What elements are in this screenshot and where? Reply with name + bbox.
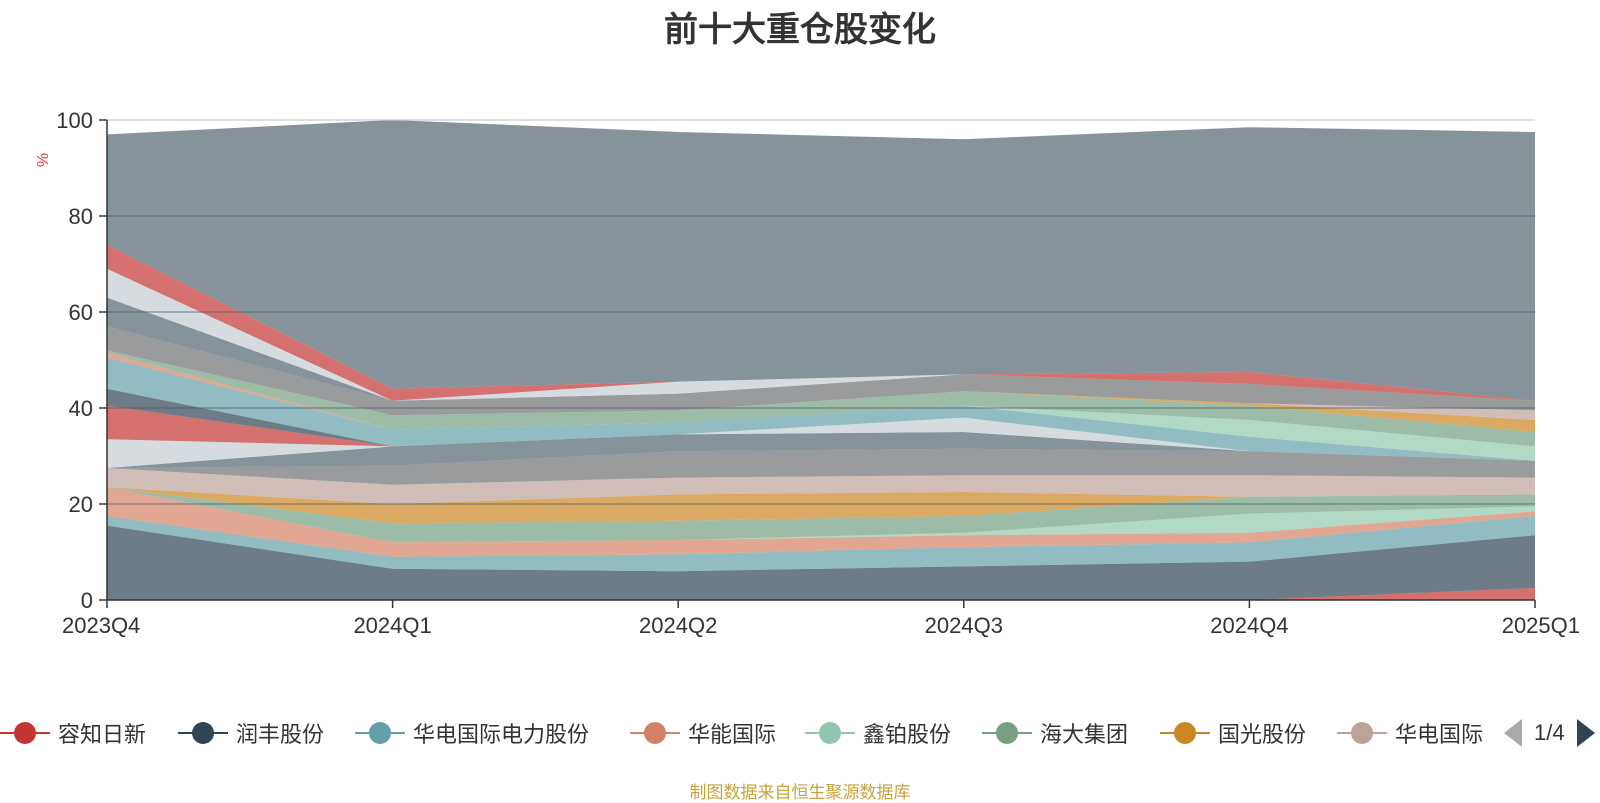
x-tick-label-5: 2025Q1 (1502, 613, 1580, 638)
area-series-1 (107, 525, 1535, 600)
legend-pager: 1/4 (1500, 715, 1600, 751)
x-tick-label-1: 2024Q1 (353, 613, 431, 638)
legend-swatch-icon (1337, 715, 1387, 751)
legend: 容知日新 润丰股份 华电国际电力股份 华能国际 鑫铂股份 海大集团 国光股份 华电国际 1/4 (0, 715, 1600, 751)
y-tick-label-80: 80 (69, 204, 93, 229)
pager-next-icon[interactable] (1576, 719, 1595, 747)
y-tick-label-40: 40 (69, 396, 93, 421)
area-series-0 (107, 588, 1535, 600)
area-series-19 (107, 326, 1535, 416)
area-series-10 (107, 417, 1535, 468)
area-series-5 (107, 487, 1535, 543)
chart-plot: 0 20 40 60 80 100 2023Q4 2024Q1 2024Q2 2024Q3 2024… (35, 108, 1580, 638)
y-tick-label-0: 0 (81, 588, 93, 613)
x-tick-label-4: 2024Q4 (1210, 613, 1288, 638)
y-tick-label-100: 100 (56, 108, 93, 133)
x-tick-label-0: 2023Q4 (62, 613, 140, 638)
pager-indicator: 1/4 (1534, 720, 1565, 745)
legend-item-0[interactable]: 容知日新 (0, 715, 146, 751)
legend-label: 华电国际电力股份 (413, 722, 590, 747)
legend-swatch-icon (982, 715, 1032, 751)
axes: 0 20 40 60 80 100 2023Q4 2024Q1 2024Q2 2024Q3 2024… (56, 108, 1580, 638)
area-series-2 (107, 516, 1535, 572)
y-axis-unit: % (35, 153, 52, 167)
area-series-6 (107, 487, 1535, 524)
legend-item-6[interactable]: 国光股份 (1160, 715, 1306, 751)
area-series-4 (107, 487, 1535, 543)
area-series-16 (107, 350, 1535, 447)
legend-items-clip: 容知日新 润丰股份 华电国际电力股份 华能国际 鑫铂股份 海大集团 国光股份 华电国际 (0, 715, 1494, 751)
legend-swatch-icon (805, 715, 855, 751)
y-tick-label-20: 20 (69, 492, 93, 517)
legend-item-7[interactable]: 华电国际 (1337, 715, 1483, 751)
legend-label: 华能国际 (688, 722, 777, 747)
y-tick-label-60: 60 (69, 300, 93, 325)
area-series-8 (107, 448, 1535, 485)
chart-title: 前十大重仓股变化 (664, 11, 936, 49)
data-source-note: 制图数据来自恒生聚源数据库 (689, 783, 911, 802)
legend-label: 容知日新 (58, 722, 147, 747)
legend-item-4[interactable]: 鑫铂股份 (805, 715, 951, 751)
legend-swatch-icon (1160, 715, 1210, 751)
legend-item-5[interactable]: 海大集团 (982, 715, 1128, 751)
area-layers (107, 120, 1535, 600)
pager-prev-icon[interactable] (1504, 719, 1522, 747)
legend-label: 海大集团 (1040, 722, 1129, 747)
area-series-7 (107, 468, 1535, 504)
grid-lines (107, 119, 1535, 505)
legend-swatch-icon (178, 715, 228, 751)
legend-label: 鑫铂股份 (863, 722, 952, 747)
area-series-13 (107, 357, 1535, 461)
legend-label: 润丰股份 (236, 722, 325, 747)
x-tick-label-2: 2024Q2 (639, 613, 717, 638)
legend-swatch-icon (0, 715, 50, 751)
legend-label: 国光股份 (1218, 722, 1307, 747)
area-series-9 (107, 432, 1535, 468)
legend-item-3[interactable]: 华能国际 (630, 715, 776, 751)
legend-item-2[interactable]: 华电国际电力股份 (355, 715, 589, 751)
area-series-3 (107, 487, 1535, 557)
legend-swatch-icon (630, 715, 680, 751)
legend-swatch-icon (355, 715, 405, 751)
legend-label: 华电国际 (1395, 722, 1484, 747)
area-series-24 (107, 120, 1535, 401)
legend-item-1[interactable]: 润丰股份 (178, 715, 324, 751)
x-tick-label-3: 2024Q3 (925, 613, 1003, 638)
